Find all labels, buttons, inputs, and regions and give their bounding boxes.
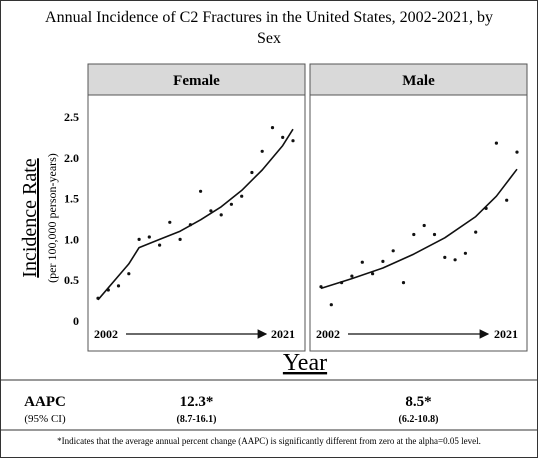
female-data-point — [240, 194, 244, 198]
male-points-group — [319, 141, 519, 307]
male-data-point — [381, 259, 385, 263]
male-data-point — [484, 206, 488, 210]
male-data-point — [350, 274, 354, 278]
male-data-point — [494, 141, 498, 145]
y-tick-label: 1.5 — [64, 192, 79, 206]
male-x-end-label: 2021 — [494, 327, 518, 341]
male-data-point — [443, 255, 447, 259]
female-fit-line-group — [97, 128, 294, 301]
female-data-point — [188, 223, 192, 227]
female-data-point — [116, 284, 121, 288]
female-data-point — [209, 209, 213, 213]
female-data-point — [229, 202, 233, 206]
female-data-point — [178, 237, 182, 241]
male-data-point — [340, 281, 344, 285]
male-data-point — [453, 258, 457, 262]
panel-female: Female 2002 2021 — [87, 63, 306, 352]
male-aapc-value: 8.5* — [405, 394, 431, 410]
male-data-point — [391, 249, 395, 253]
female-aapc-value: 12.3* — [180, 394, 214, 410]
y-tick-label: 2.5 — [64, 110, 79, 124]
male-data-point — [474, 230, 478, 234]
y-tick-label: 0 — [73, 314, 79, 328]
female-data-point — [158, 243, 162, 247]
female-ci-value: (8.7-16.1) — [177, 414, 217, 425]
panel-female-title: Female — [173, 73, 220, 89]
female-points-group — [96, 126, 295, 300]
chart-title-line-2: Sex — [257, 30, 281, 47]
female-data-point — [250, 170, 254, 175]
male-data-point — [422, 223, 426, 228]
y-tick-label: 0.5 — [64, 273, 79, 287]
male-data-point — [360, 260, 364, 264]
y-tick-label: 1.0 — [64, 232, 79, 246]
female-data-point — [96, 296, 100, 300]
aapc-label: AAPC — [24, 394, 66, 410]
male-data-point — [432, 232, 437, 237]
footnote: *Indicates that the average annual perce… — [57, 436, 481, 446]
female-x-end-label: 2021 — [271, 327, 295, 341]
female-data-point — [219, 213, 223, 217]
male-data-point — [515, 150, 519, 154]
y-axis-sublabel: (per 100,000 person-years) — [45, 153, 59, 283]
ci-label: (95% CI) — [24, 413, 66, 425]
male-data-point — [371, 272, 375, 276]
female-data-point — [147, 235, 151, 239]
y-tick-label: 2.0 — [64, 151, 79, 165]
female-data-point — [199, 189, 203, 193]
female-data-point — [260, 149, 264, 153]
female-data-point — [281, 135, 285, 139]
chart-title-line-1: Annual Incidence of C2 Fractures in the … — [45, 9, 493, 26]
male-fit-line — [320, 168, 518, 290]
y-axis-label: Incidence Rate — [19, 158, 41, 277]
female-data-point — [270, 126, 275, 130]
female-data-point — [137, 237, 141, 241]
panel-female-plot-area — [87, 94, 306, 352]
male-fit-line-group — [320, 168, 518, 290]
panel-male-plot-area — [309, 94, 528, 352]
male-data-point — [401, 281, 406, 285]
female-data-point — [168, 220, 172, 224]
panel-male: Male 2002 2021 — [309, 63, 528, 352]
male-ci-value: (6.2-10.8) — [399, 414, 439, 425]
male-data-point — [329, 303, 333, 307]
male-x-start-label: 2002 — [316, 327, 340, 341]
female-x-start-label: 2002 — [94, 327, 118, 341]
female-fit-line — [97, 128, 294, 301]
male-data-point — [463, 251, 467, 255]
female-data-point — [127, 272, 131, 276]
female-data-point — [106, 288, 110, 292]
x-axis-label: Year — [283, 350, 327, 376]
panel-male-title: Male — [402, 73, 435, 89]
female-data-point — [291, 139, 295, 143]
male-data-point — [505, 198, 509, 202]
male-data-point — [319, 285, 323, 289]
male-data-point — [412, 232, 416, 237]
y-tick-labels: 0 0.5 1.0 1.5 2.0 2.5 — [64, 110, 79, 328]
